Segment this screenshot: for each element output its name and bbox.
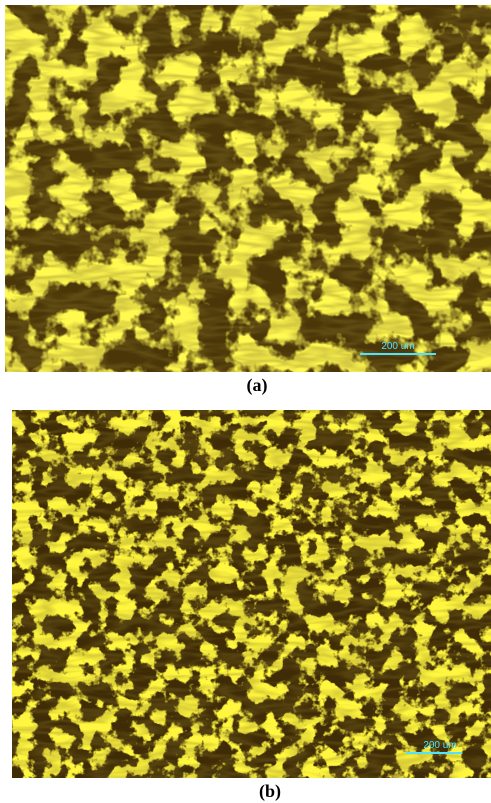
micrograph-b: 200 um	[12, 410, 491, 778]
panel-label: (a)	[247, 375, 268, 396]
figure: 200 um (a) 200 um (b)	[0, 0, 491, 803]
scale-bar-label: 200 um	[381, 341, 414, 352]
panel-label: (b)	[259, 781, 281, 802]
micrograph-a: 200 um	[5, 5, 491, 372]
scale-bar-label: 200 um	[423, 740, 456, 751]
